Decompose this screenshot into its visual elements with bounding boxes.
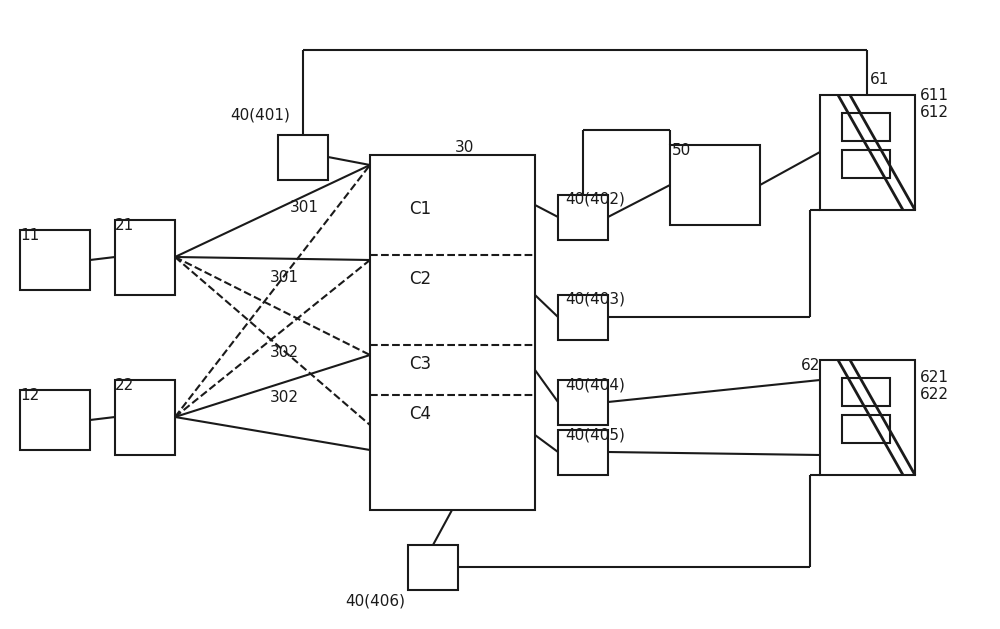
Bar — [558, 430, 608, 475]
Text: 50: 50 — [672, 143, 691, 158]
Text: 61: 61 — [870, 72, 889, 87]
Bar — [842, 378, 890, 406]
Text: 22: 22 — [115, 378, 134, 393]
Text: 40(403): 40(403) — [565, 292, 625, 307]
Text: C4: C4 — [409, 405, 431, 423]
Text: C3: C3 — [409, 355, 431, 373]
Bar — [558, 295, 608, 340]
Bar — [820, 95, 915, 210]
Text: 40(401): 40(401) — [230, 108, 290, 123]
Bar — [20, 390, 90, 450]
Text: 11: 11 — [20, 228, 39, 243]
Bar — [842, 415, 890, 443]
Text: 621: 621 — [920, 370, 949, 385]
Text: 40(404): 40(404) — [565, 377, 625, 392]
Bar — [115, 380, 175, 455]
Text: 301: 301 — [270, 270, 299, 285]
Text: 21: 21 — [115, 218, 134, 233]
Text: 302: 302 — [270, 345, 299, 360]
Text: 40(402): 40(402) — [565, 192, 625, 207]
Text: 622: 622 — [920, 387, 949, 402]
Bar — [20, 230, 90, 290]
Text: 612: 612 — [920, 105, 949, 120]
Bar — [558, 380, 608, 425]
Text: 30: 30 — [455, 140, 474, 155]
Bar — [370, 155, 535, 510]
Bar — [408, 545, 458, 590]
Text: 62: 62 — [801, 358, 820, 373]
Bar — [820, 360, 915, 475]
Text: 12: 12 — [20, 388, 39, 403]
Text: C2: C2 — [409, 270, 431, 288]
Bar — [842, 150, 890, 178]
Text: 40(405): 40(405) — [565, 427, 625, 442]
Text: C1: C1 — [409, 200, 431, 218]
Text: 40(406): 40(406) — [345, 593, 405, 608]
Bar — [842, 113, 890, 141]
Text: 301: 301 — [290, 200, 319, 215]
Bar — [558, 195, 608, 240]
Text: 302: 302 — [270, 390, 299, 405]
Bar — [115, 220, 175, 295]
Bar — [670, 145, 760, 225]
Text: 611: 611 — [920, 88, 949, 103]
Bar — [278, 135, 328, 180]
